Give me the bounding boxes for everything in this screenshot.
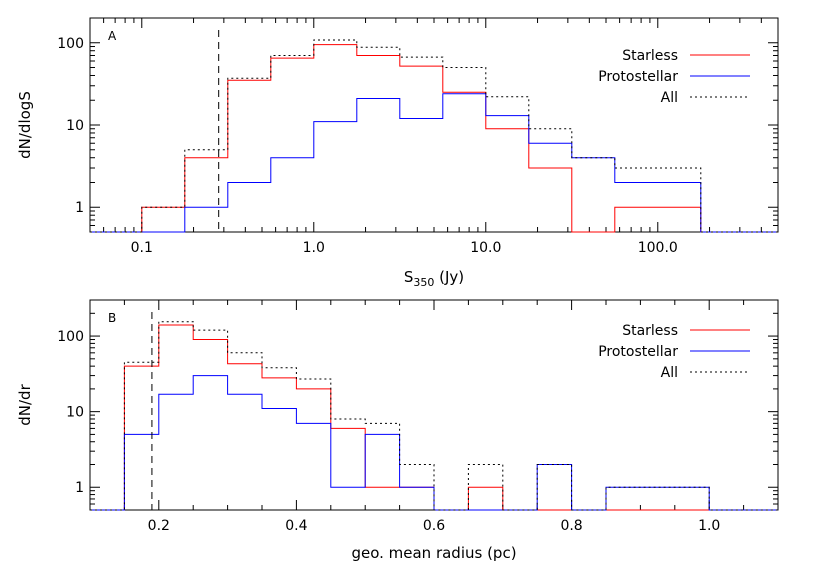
panel-b-ytick-label: 100 [57,329,84,345]
panel-b-xtick-label: 0.8 [560,518,582,534]
panel-a-legend-label: Protostellar [598,69,678,85]
panel-b-legend-label: Starless [622,323,678,339]
panel-a-legend-label: All [661,90,678,106]
panel-a-xlabel-main: S [404,268,414,286]
panel-a-ylabel: dN/dlogS [16,91,34,159]
panel-b-label: B [108,311,116,325]
panel-b-ytick-label: 10 [66,405,84,421]
panel-a-ytick-label: 10 [66,118,84,134]
panel-a-legend-label: Starless [622,48,678,64]
panel-b-xtick-label: 1.0 [698,518,720,534]
panel-b-xtick-label: 0.4 [285,518,307,534]
panel-b: 0.2 0.4 0.6 0.8 1.0 1 10 100 B dN/dr geo. mean … [16,299,779,562]
panel-a-xlabel-sub: 350 [413,276,434,289]
panel-b-ytick-label: 1 [75,480,84,496]
panel-a-series-starless [90,44,778,233]
panel-a-label: A [108,29,117,43]
panel-b-xtick-label: 0.2 [148,518,170,534]
panel-a-xtick-label: 1.0 [303,240,325,256]
panel-a-xtick-label: 100.0 [638,240,678,256]
panel-a-xtick-label: 10.0 [470,240,501,256]
panel-a-ytick-label: 100 [57,36,84,52]
panel-a-ytick-label: 1 [75,200,84,216]
panel-a-legend: Starless Protostellar All [598,48,750,106]
panel-b-legend-label: Protostellar [598,344,678,360]
panel-a: 0.1 1.0 10.0 100.0 1 10 100 A dN/dlogS S350 (J… [16,17,779,289]
panel-b-xtick-label: 0.6 [423,518,445,534]
panel-b-legend: Starless Protostellar All [598,323,750,381]
panel-b-series-all [90,321,778,511]
panel-b-xlabel: geo. mean radius (pc) [351,544,516,562]
panel-a-series-protostellar [90,93,778,233]
panel-a-xlabel: S350 (Jy) [404,268,464,289]
panel-a-xtick-label: 0.1 [131,240,153,256]
panel-b-legend-label: All [661,365,678,381]
panel-a-series-all [90,39,778,233]
panel-a-xlabel-unit: (Jy) [434,268,464,286]
panel-b-ylabel: dN/dr [16,383,34,425]
